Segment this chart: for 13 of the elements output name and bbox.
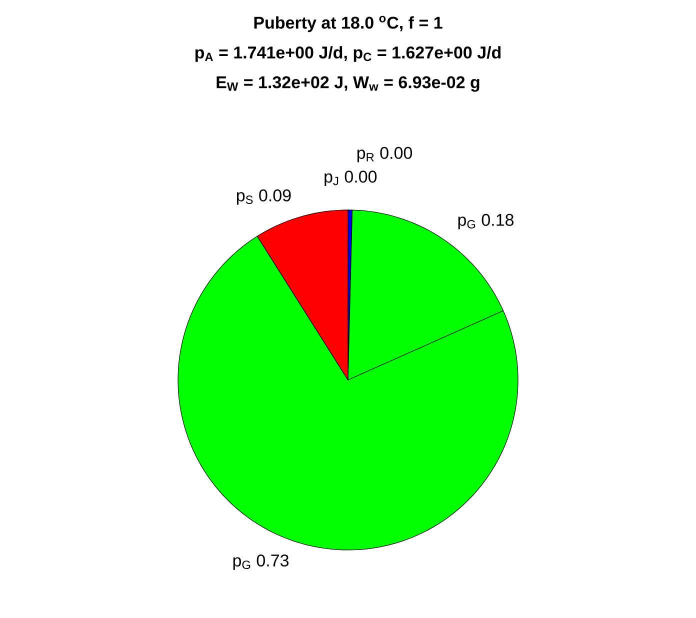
slice-label: p$_{G}$	[458, 216, 476, 230]
category-label: p$_{R}$	[357, 150, 374, 162]
text: 0.00	[380, 146, 412, 159]
data-label: 0.18	[482, 214, 514, 226]
slice-label: p$_{J}$	[324, 173, 338, 186]
chart-title: Puberty at 18.0 $^{o}$C, f = 1	[254, 16, 442, 32]
slice-label: p$_{S}$	[236, 192, 253, 205]
chart-subtitle: p$_{A}$ = 1.741e+00 J/d, p$_{C}$ = 1.627e+00 J/d	[195, 46, 501, 62]
data-label: 0.09	[259, 189, 291, 202]
text: E$_{W}$ = 1.32e+02 J, W$_{w}$ = 6.93e-02 g	[216, 76, 480, 92]
slice-label: p$_{G}$	[233, 557, 250, 570]
data-label: 0.73	[256, 554, 289, 567]
data-label: 0.00	[344, 170, 377, 183]
